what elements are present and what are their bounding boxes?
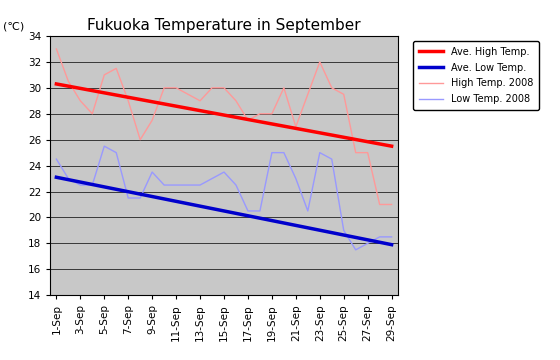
Text: (℃): (℃) xyxy=(3,22,24,32)
Legend: Ave. High Temp., Ave. Low Temp., High Temp. 2008, Low Temp. 2008: Ave. High Temp., Ave. Low Temp., High Te… xyxy=(413,41,539,110)
Title: Fukuoka Temperature in September: Fukuoka Temperature in September xyxy=(87,18,361,33)
